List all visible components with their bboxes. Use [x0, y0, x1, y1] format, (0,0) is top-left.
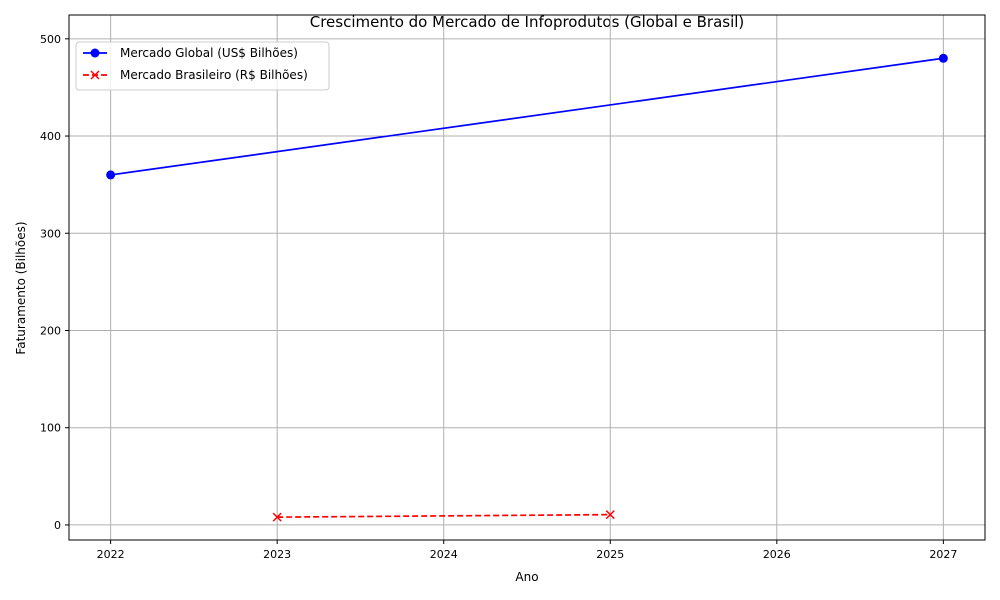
- y-tick-label: 500: [40, 33, 61, 46]
- x-tick-label: 2023: [263, 548, 291, 561]
- legend-box: [75, 41, 330, 91]
- data-point: [938, 53, 948, 63]
- y-tick-label: 100: [40, 422, 61, 435]
- y-tick-label: 0: [54, 519, 61, 532]
- x-tick-label: 2026: [763, 548, 791, 561]
- x-tick-label: 2025: [596, 548, 624, 561]
- legend-marker: [90, 70, 100, 80]
- legend-marker: [90, 48, 100, 58]
- data-point: [605, 510, 615, 520]
- y-tick-label: 200: [40, 324, 61, 337]
- y-axis-label: Faturamento (Bilhões): [14, 221, 28, 354]
- data-point: [272, 512, 282, 522]
- series-line-1: [277, 513, 611, 519]
- x-axis-label: Ano: [515, 570, 538, 584]
- x-tick-label: 2022: [97, 548, 125, 561]
- y-tick-label: 300: [40, 227, 61, 240]
- y-tick-label: 400: [40, 130, 61, 143]
- series-line-0: [110, 57, 944, 176]
- legend-label: Mercado Global (US$ Bilhões): [120, 46, 298, 60]
- legend-label: Mercado Brasileiro (R$ Bilhões): [120, 68, 308, 82]
- data-point: [106, 170, 116, 180]
- x-tick-label: 2024: [430, 548, 458, 561]
- legend: Mercado Global (US$ Bilhões) Mercado Bras…: [75, 41, 330, 91]
- x-tick-label: 2027: [929, 548, 957, 561]
- chart-title: Crescimento do Mercado de Infoprodutos (…: [310, 13, 745, 31]
- plot-frame: [68, 14, 986, 541]
